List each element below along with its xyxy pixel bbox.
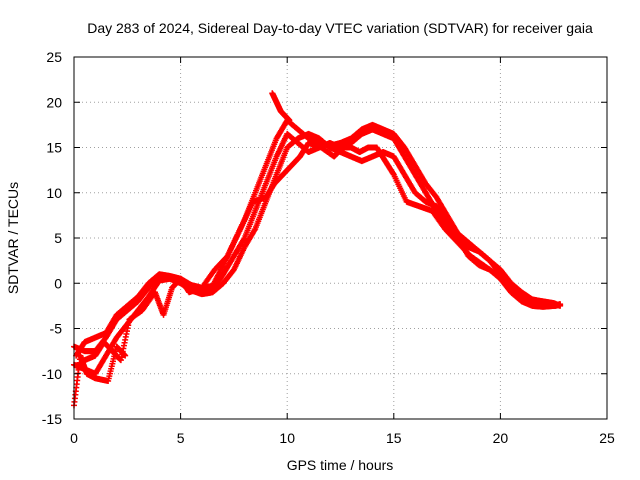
y-tick-label: 20	[46, 94, 62, 110]
grid-lines	[74, 57, 607, 419]
y-tick-label: 15	[46, 140, 62, 156]
chart-title: Day 283 of 2024, Sidereal Day-to-day VTE…	[87, 20, 593, 36]
x-axis-label: GPS time / hours	[287, 457, 394, 473]
axis-ticks: 0 5 10 15 20 25 -15 -10 -5 0 5 10 15 20 25	[42, 49, 615, 446]
x-tick-label: 0	[70, 430, 78, 446]
x-tick-label: 10	[279, 430, 295, 446]
y-tick-label: -10	[42, 366, 62, 382]
x-tick-label: 20	[493, 430, 509, 446]
data-points	[71, 90, 564, 409]
x-tick-label: 25	[599, 430, 615, 446]
y-tick-label: 0	[54, 275, 62, 291]
y-tick-label: 10	[46, 185, 62, 201]
data-point	[286, 117, 293, 124]
y-axis-label: SDTVAR / TECUs	[5, 182, 21, 294]
x-tick-label: 15	[386, 430, 402, 446]
data-point	[552, 302, 559, 309]
y-tick-label: 25	[46, 49, 62, 65]
y-tick-label: -15	[42, 411, 62, 427]
x-tick-label: 5	[177, 430, 185, 446]
y-tick-label: 5	[54, 230, 62, 246]
data-point	[122, 352, 129, 359]
y-tick-label: -5	[50, 321, 63, 337]
